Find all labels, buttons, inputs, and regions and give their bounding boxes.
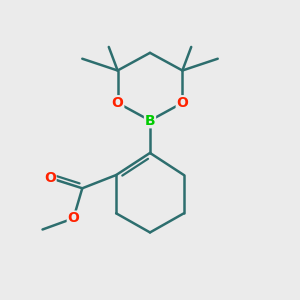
Text: O: O: [176, 96, 188, 110]
Text: O: O: [44, 171, 56, 185]
Text: B: B: [145, 114, 155, 128]
Text: O: O: [112, 96, 124, 110]
Text: O: O: [68, 211, 80, 225]
